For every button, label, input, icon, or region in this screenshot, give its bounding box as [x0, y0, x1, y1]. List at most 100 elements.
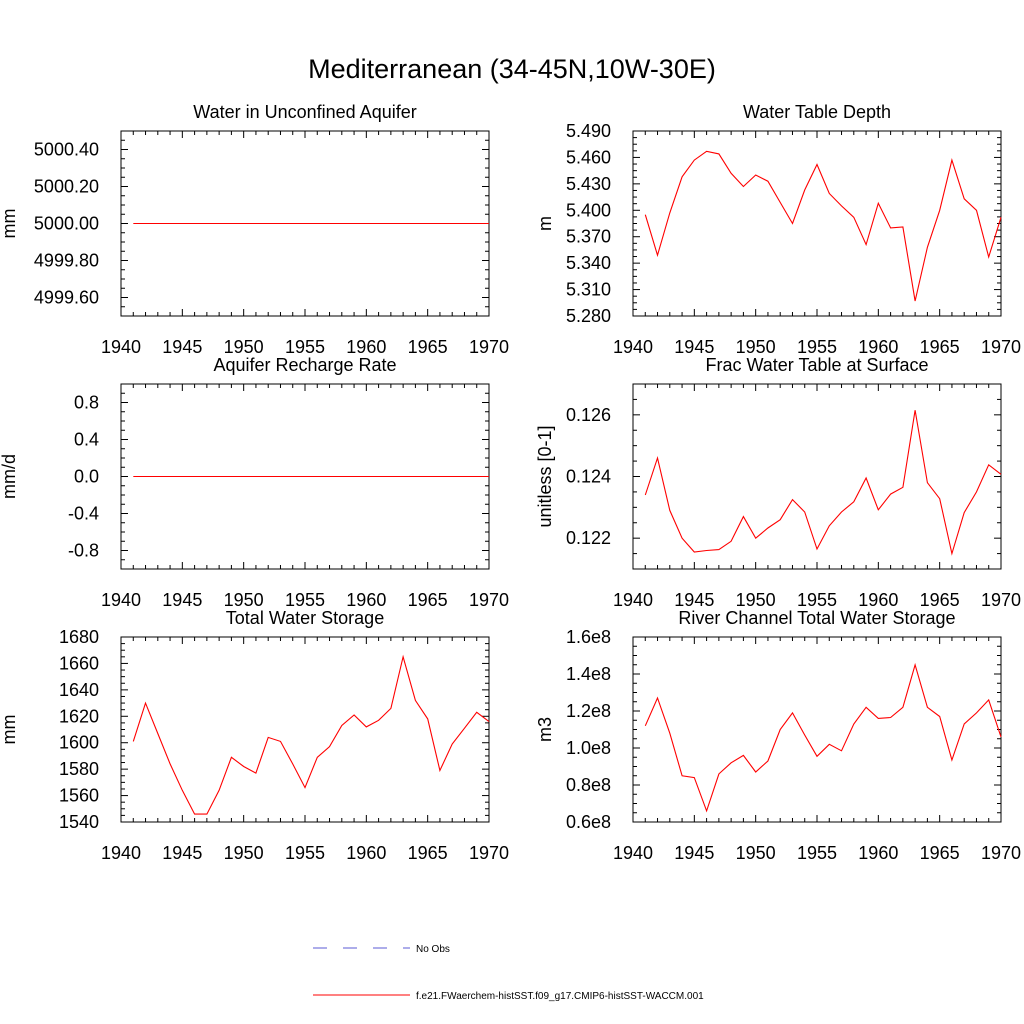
- x-tick-label: 1955: [285, 337, 325, 357]
- x-tick-label: 1950: [736, 337, 776, 357]
- chart-panel-4: Frac Water Table at Surface 1940 1945 1950 1…: [535, 355, 1021, 610]
- series-line: [644, 150, 1002, 302]
- y-tick-label: 1660: [59, 653, 99, 673]
- x-tick-label: 1955: [797, 337, 837, 357]
- y-tick-label: 0.4: [74, 430, 99, 450]
- plot-frame: [632, 636, 1002, 823]
- series-line: [132, 654, 490, 815]
- y-tick-label: 5.340: [566, 253, 611, 273]
- y-axis-label: mm: [0, 715, 19, 745]
- y-tick-label: 1560: [59, 786, 99, 806]
- y-tick-label: 1680: [59, 627, 99, 647]
- y-tick-label: -0.4: [68, 504, 99, 524]
- y-tick-label: -0.8: [68, 541, 99, 561]
- y-tick-label: 5.460: [566, 147, 611, 167]
- x-tick-label: 1950: [736, 590, 776, 610]
- y-tick-label: 1580: [59, 759, 99, 779]
- x-tick-label: 1960: [346, 590, 386, 610]
- y-tick-label: 1.2e8: [566, 701, 611, 721]
- x-tick-label: 1965: [920, 337, 960, 357]
- plot-frame: [120, 636, 490, 823]
- y-axis-label: unitless [0-1]: [535, 425, 555, 527]
- y-tick-label: 0.6e8: [566, 812, 611, 832]
- x-tick-label: 1955: [797, 843, 837, 863]
- panel-title: Aquifer Recharge Rate: [213, 355, 396, 375]
- y-tick-label: 0.122: [566, 528, 611, 548]
- legend-label-model: f.e21.FWaerchem-histSST.f09_g17.CMIP6-hi…: [416, 991, 704, 1002]
- legend-label-obs: No Obs: [416, 944, 450, 955]
- y-tick-label: 1.6e8: [566, 627, 611, 647]
- y-tick-label: 0.124: [566, 467, 611, 487]
- x-tick-label: 1960: [858, 590, 898, 610]
- chart-panel-3: Aquifer Recharge Rate 1940 1945 1950 1955 196…: [0, 355, 509, 610]
- chart-panel-1: Water in Unconfined Aquifer 1940 1945 1950 1…: [0, 102, 509, 357]
- y-tick-label: 1620: [59, 706, 99, 726]
- y-tick-label: 5.310: [566, 280, 611, 300]
- y-tick-label: 5000.40: [34, 140, 99, 160]
- y-tick-label: 5.280: [566, 306, 611, 326]
- y-tick-label: 0.0: [74, 467, 99, 487]
- y-tick-label: 1540: [59, 812, 99, 832]
- y-tick-label: 5.370: [566, 227, 611, 247]
- panel-title: Frac Water Table at Surface: [705, 355, 928, 375]
- x-tick-label: 1970: [981, 337, 1021, 357]
- y-axis-label: mm/d: [0, 454, 19, 499]
- y-axis-label: mm: [0, 209, 19, 239]
- x-tick-label: 1970: [981, 590, 1021, 610]
- panel-title: Total Water Storage: [226, 608, 384, 628]
- y-tick-label: 1.4e8: [566, 664, 611, 684]
- x-tick-label: 1970: [981, 843, 1021, 863]
- x-tick-label: 1955: [797, 590, 837, 610]
- x-tick-label: 1940: [101, 337, 141, 357]
- panel-title: Water Table Depth: [743, 102, 891, 122]
- y-tick-label: 4999.60: [34, 288, 99, 308]
- y-tick-label: 5000.20: [34, 177, 99, 197]
- x-tick-label: 1970: [469, 337, 509, 357]
- x-tick-label: 1950: [736, 843, 776, 863]
- y-tick-label: 4999.80: [34, 251, 99, 271]
- x-tick-label: 1940: [613, 337, 653, 357]
- x-tick-label: 1945: [162, 843, 202, 863]
- y-tick-label: 5000.00: [34, 214, 99, 234]
- x-tick-label: 1940: [613, 843, 653, 863]
- series-line: [644, 410, 1002, 556]
- x-tick-label: 1955: [285, 843, 325, 863]
- x-tick-label: 1950: [224, 590, 264, 610]
- x-tick-label: 1960: [858, 337, 898, 357]
- x-tick-label: 1945: [674, 590, 714, 610]
- x-tick-label: 1945: [674, 337, 714, 357]
- x-tick-label: 1945: [674, 843, 714, 863]
- y-axis-label: m: [535, 216, 555, 231]
- panel-title: Water in Unconfined Aquifer: [193, 102, 416, 122]
- plot-frame: [632, 383, 1002, 570]
- x-tick-label: 1950: [224, 843, 264, 863]
- x-tick-label: 1940: [101, 590, 141, 610]
- chart-panel-2: Water Table Depth 1940 1945 1950 1955 1960 196…: [535, 102, 1021, 357]
- y-tick-label: 0.8e8: [566, 775, 611, 795]
- y-axis-label: m3: [535, 717, 555, 742]
- x-tick-label: 1960: [346, 337, 386, 357]
- x-tick-label: 1965: [920, 590, 960, 610]
- x-tick-label: 1945: [162, 590, 202, 610]
- legend: No Obs f.e21.FWaerchem-histSST.f09_g17.CM…: [313, 944, 704, 1002]
- x-tick-label: 1945: [162, 337, 202, 357]
- x-tick-label: 1965: [408, 590, 448, 610]
- x-tick-label: 1965: [408, 337, 448, 357]
- x-tick-label: 1940: [613, 590, 653, 610]
- page-title: Mediterranean (34-45N,10W-30E): [308, 54, 716, 84]
- x-tick-label: 1960: [858, 843, 898, 863]
- x-tick-label: 1960: [346, 843, 386, 863]
- x-tick-label: 1970: [469, 843, 509, 863]
- x-tick-label: 1955: [285, 590, 325, 610]
- y-tick-label: 1600: [59, 733, 99, 753]
- y-tick-label: 0.8: [74, 393, 99, 413]
- chart-panel-5: Total Water Storage 1940 1945 1950 1955 1960 1…: [0, 608, 509, 863]
- series-line: [644, 662, 1002, 813]
- y-tick-label: 5.400: [566, 200, 611, 220]
- x-tick-label: 1965: [920, 843, 960, 863]
- y-tick-label: 0.126: [566, 405, 611, 425]
- y-tick-label: 1.0e8: [566, 738, 611, 758]
- y-tick-label: 5.430: [566, 174, 611, 194]
- y-tick-label: 1640: [59, 680, 99, 700]
